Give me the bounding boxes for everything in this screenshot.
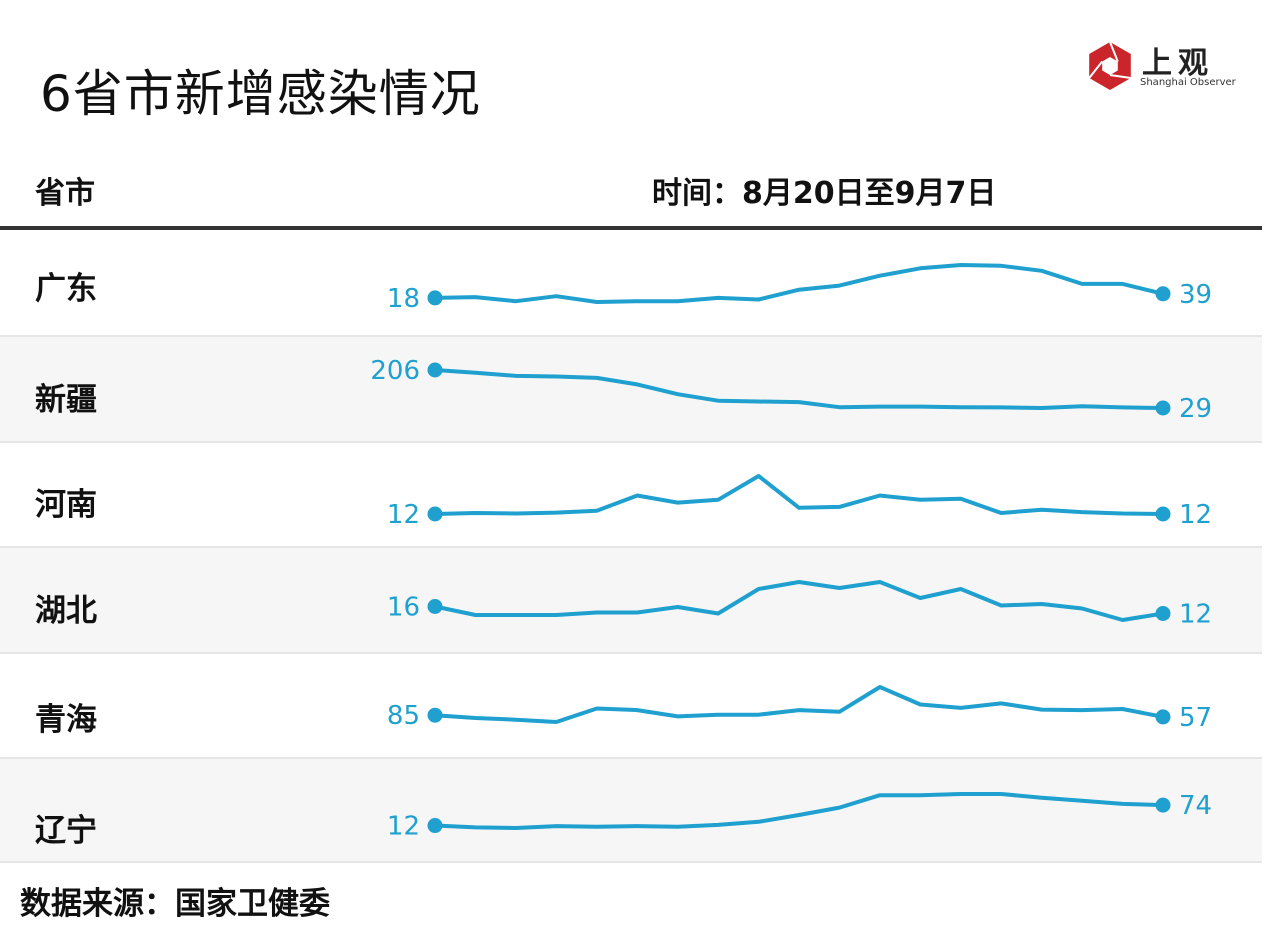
province-name: 广东 (35, 271, 97, 307)
start-point (427, 599, 443, 614)
province-row: 湖北 (0, 548, 1262, 654)
province-name: 河南 (35, 487, 97, 523)
logo-text-en: Shanghai Observer (1140, 77, 1236, 88)
data-source: 数据来源：国家卫健委 (20, 886, 330, 922)
start-value-label: 206 (370, 356, 420, 386)
province-row: 河南 (0, 443, 1262, 548)
end-point (1155, 606, 1171, 621)
end-value-label: 29 (1179, 394, 1212, 424)
time-range-header: 时间：8月20日至9月7日 (652, 176, 997, 211)
province-row: 新疆 (0, 337, 1262, 443)
end-point (1155, 709, 1171, 725)
start-point (427, 707, 443, 723)
province-row: 青海 (0, 654, 1262, 759)
end-value-label: 74 (1179, 791, 1212, 821)
start-value-label: 16 (387, 593, 420, 623)
end-value-label: 12 (1179, 500, 1212, 530)
series-line (433, 580, 1165, 622)
end-point (1155, 400, 1171, 416)
end-point (1155, 286, 1171, 302)
start-point (427, 362, 443, 378)
logo-text-cn: 上观 (1142, 46, 1214, 81)
province-name: 新疆 (35, 382, 97, 418)
chart-title: 6省市新增感染情况 (40, 65, 481, 123)
series-line (433, 792, 1165, 830)
province-name: 湖北 (35, 593, 97, 629)
province-row: 广东 (0, 231, 1262, 337)
series-line (433, 474, 1165, 516)
province-row: 辽宁 (0, 759, 1262, 863)
start-value-label: 12 (387, 812, 420, 842)
header-divider (0, 226, 1262, 230)
start-point (427, 506, 443, 522)
end-point (1155, 797, 1171, 813)
province-name: 辽宁 (35, 813, 97, 849)
series-line (433, 368, 1165, 410)
end-value-label: 57 (1179, 703, 1212, 733)
start-point (427, 818, 443, 834)
start-point (427, 290, 443, 306)
column-header-province: 省市 (35, 176, 95, 211)
end-value-label: 39 (1179, 280, 1212, 310)
start-value-label: 85 (387, 701, 420, 731)
start-value-label: 12 (387, 500, 420, 530)
series-line (433, 263, 1165, 304)
end-value-label: 12 (1179, 600, 1212, 630)
shanghai-observer-logo-icon (1088, 41, 1131, 90)
start-value-label: 18 (387, 284, 420, 314)
end-point (1155, 506, 1171, 522)
series-line (433, 685, 1165, 724)
province-name: 青海 (35, 702, 97, 738)
